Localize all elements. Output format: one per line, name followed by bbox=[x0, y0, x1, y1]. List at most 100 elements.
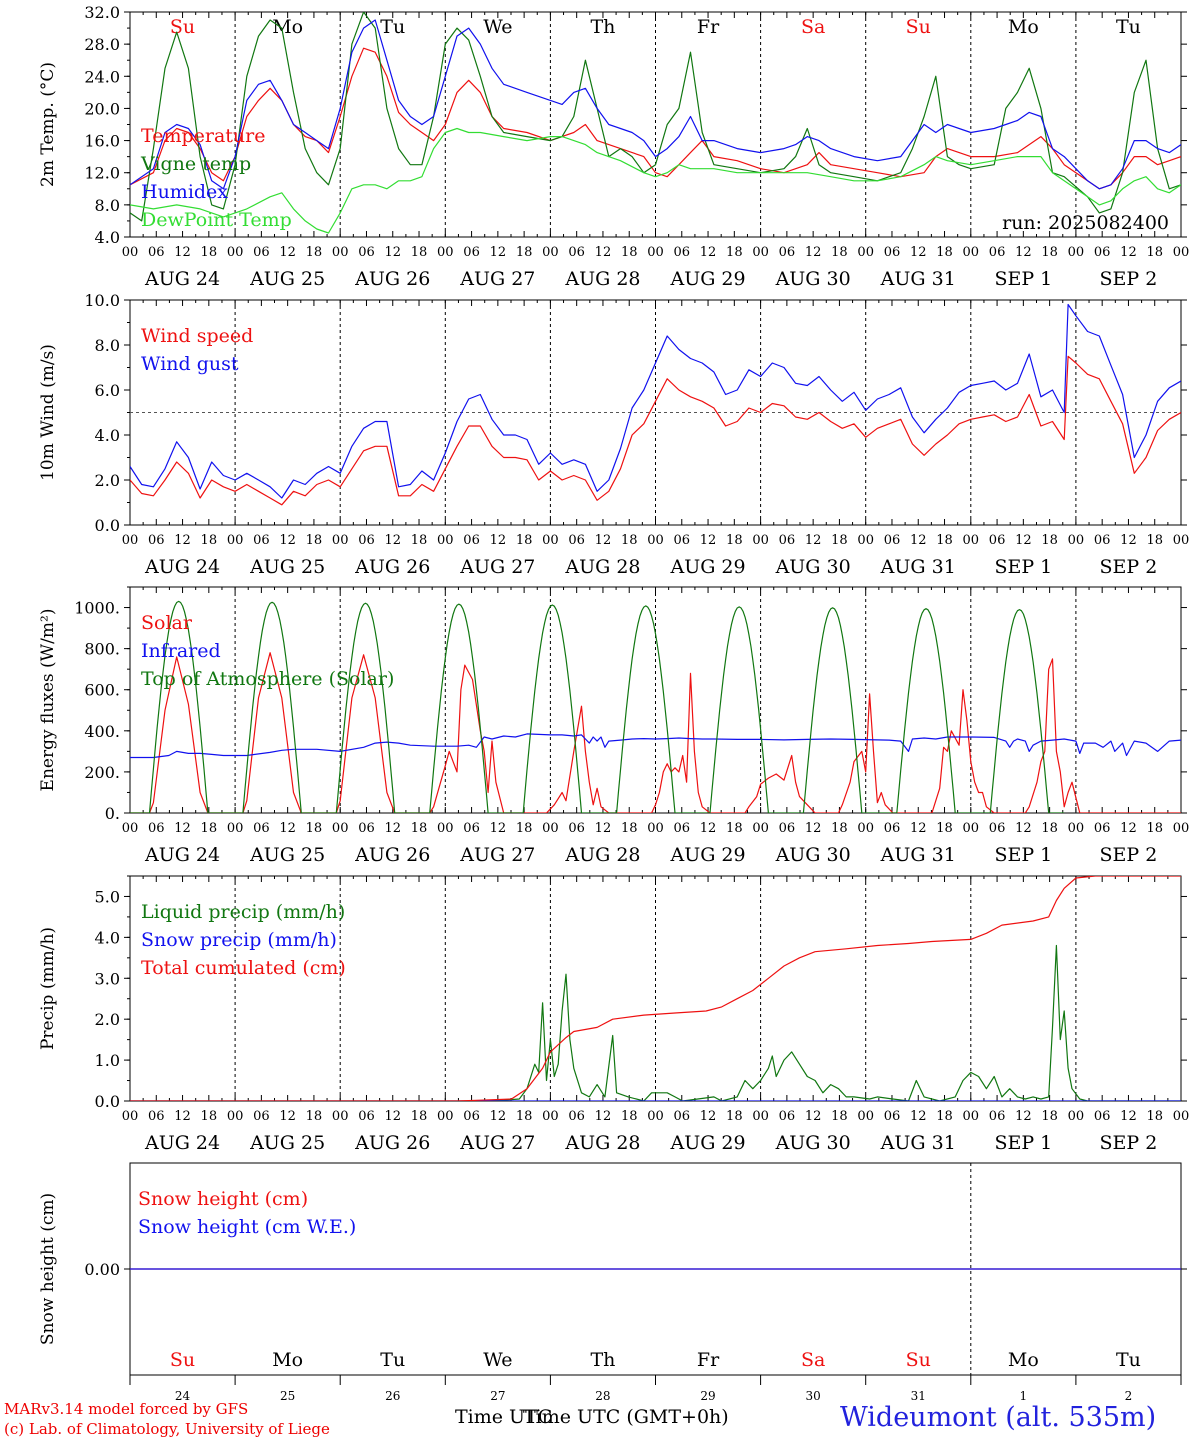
legend-entry: Top of Atmosphere (Solar) bbox=[141, 668, 394, 690]
hour-tick-label: 00 bbox=[122, 533, 139, 548]
hour-tick-label: 18 bbox=[201, 1109, 218, 1124]
hour-tick-label: 00 bbox=[647, 821, 664, 836]
day-number-label: 31 bbox=[911, 1389, 926, 1403]
hour-tick-label: 12 bbox=[1120, 821, 1137, 836]
hour-tick-label: 18 bbox=[831, 533, 848, 548]
legend-entry: Infrared bbox=[141, 640, 221, 662]
hour-tick-label: 00 bbox=[1173, 1109, 1190, 1124]
hour-tick-label: 06 bbox=[674, 533, 691, 548]
hour-tick-label: 00 bbox=[122, 245, 139, 260]
hour-tick-label: 12 bbox=[174, 821, 191, 836]
hour-tick-label: 18 bbox=[516, 1109, 533, 1124]
legend-entry: DewPoint Temp bbox=[141, 209, 292, 231]
date-label: AUG 27 bbox=[459, 1132, 535, 1154]
day-of-week-label: Th bbox=[590, 1349, 615, 1371]
hour-tick-label: 18 bbox=[621, 245, 638, 260]
hour-tick-label: 18 bbox=[936, 821, 953, 836]
date-label: SEP 2 bbox=[1100, 556, 1158, 578]
hour-tick-label: 06 bbox=[463, 1109, 480, 1124]
date-label: AUG 31 bbox=[880, 268, 956, 290]
model-credit: MARv3.14 model forced by GFS bbox=[4, 1400, 249, 1418]
hour-tick-label: 12 bbox=[910, 245, 927, 260]
y-tick-label: 12.0 bbox=[84, 164, 120, 183]
y-tick-label: 4.0 bbox=[95, 426, 120, 445]
hour-tick-label: 12 bbox=[490, 821, 507, 836]
date-label: AUG 29 bbox=[669, 268, 745, 290]
series-line-humidex bbox=[130, 19, 1181, 190]
date-label: AUG 28 bbox=[564, 268, 640, 290]
hour-tick-label: 12 bbox=[700, 821, 717, 836]
hour-tick-label: 12 bbox=[1120, 533, 1137, 548]
hour-tick-label: 06 bbox=[884, 1109, 901, 1124]
series-group bbox=[130, 12, 1181, 234]
day-of-week-label: We bbox=[483, 1349, 512, 1371]
day-of-week-label: Mo bbox=[272, 16, 303, 38]
y-tick-label: 24.0 bbox=[84, 67, 120, 86]
series-line-solar bbox=[130, 652, 1181, 813]
y-tick-label: 3.0 bbox=[95, 969, 120, 988]
date-label: SEP 2 bbox=[1100, 1132, 1158, 1154]
series-line-temperature bbox=[130, 47, 1181, 190]
y-tick-label: 28.0 bbox=[84, 35, 120, 54]
y-tick-label: 0.00 bbox=[84, 1260, 120, 1279]
panel-flux: 0. 200. 400. 600. 800. 1000. Energy fluxes (W/… bbox=[38, 586, 1190, 866]
hour-tick-label: 00 bbox=[437, 533, 454, 548]
hour-tick-label: 06 bbox=[989, 1109, 1006, 1124]
hour-tick-label: 12 bbox=[279, 1109, 296, 1124]
date-label: AUG 25 bbox=[249, 556, 325, 578]
hour-tick-label: 00 bbox=[437, 1109, 454, 1124]
run-annotation: run: 2025082400 bbox=[1002, 212, 1169, 234]
hour-tick-label: 12 bbox=[805, 245, 822, 260]
hour-tick-label: 06 bbox=[674, 245, 691, 260]
hour-tick-label: 06 bbox=[253, 533, 270, 548]
hour-tick-label: 06 bbox=[463, 245, 480, 260]
hour-tick-label: 00 bbox=[647, 533, 664, 548]
panel-wind: 0.0 2.0 4.0 6.0 8.0 10.0 10m Wind (m/s) 00 06 12 1… bbox=[38, 291, 1189, 578]
panel-precip: 0.0 1.0 2.0 3.0 4.0 5.0 Precip (mm/h) 00 06 12 18 0… bbox=[38, 875, 1190, 1154]
date-label: AUG 27 bbox=[459, 556, 535, 578]
hour-tick-label: 00 bbox=[1173, 821, 1190, 836]
x-axis-title-a: Time UTC bbox=[455, 1406, 553, 1428]
legend-entry: Wind speed bbox=[141, 325, 253, 347]
date-label: AUG 24 bbox=[144, 268, 220, 290]
hour-tick-label: 18 bbox=[726, 245, 743, 260]
hour-tick-label: 12 bbox=[384, 1109, 401, 1124]
y-tick-label: 6.0 bbox=[95, 381, 120, 400]
hour-tick-label: 18 bbox=[831, 1109, 848, 1124]
day-number-label: 1 bbox=[1020, 1389, 1028, 1403]
day-number-label: 29 bbox=[700, 1389, 715, 1403]
hour-tick-label: 06 bbox=[148, 1109, 165, 1124]
hour-tick-label: 18 bbox=[1146, 245, 1163, 260]
day-of-week-label: Tu bbox=[1116, 1349, 1141, 1371]
hour-tick-label: 00 bbox=[647, 245, 664, 260]
hour-tick-label: 06 bbox=[568, 821, 585, 836]
hour-tick-label: 18 bbox=[411, 533, 428, 548]
hour-tick-label: 18 bbox=[1041, 821, 1058, 836]
date-label: AUG 24 bbox=[144, 556, 220, 578]
day-of-week-label: Tu bbox=[380, 16, 405, 38]
hour-tick-label: 12 bbox=[700, 1109, 717, 1124]
hour-tick-label: 12 bbox=[1015, 1109, 1032, 1124]
y-tick-label: 1000. bbox=[74, 599, 120, 618]
day-of-week-label: Fr bbox=[697, 16, 720, 38]
y-tick-label: 200. bbox=[84, 763, 120, 782]
hour-tick-label: 06 bbox=[148, 821, 165, 836]
hour-tick-label: 00 bbox=[1173, 533, 1190, 548]
hour-tick-label: 00 bbox=[1173, 245, 1190, 260]
hour-tick-label: 12 bbox=[384, 533, 401, 548]
hour-tick-label: 06 bbox=[779, 821, 796, 836]
hour-tick-label: 00 bbox=[542, 533, 559, 548]
hour-tick-label: 12 bbox=[700, 533, 717, 548]
hour-tick-label: 18 bbox=[516, 533, 533, 548]
hour-tick-label: 00 bbox=[542, 1109, 559, 1124]
day-of-week-label: Tu bbox=[380, 1349, 405, 1371]
hour-tick-label: 06 bbox=[884, 821, 901, 836]
hour-tick-label: 00 bbox=[1068, 821, 1085, 836]
hour-tick-label: 12 bbox=[490, 533, 507, 548]
hour-tick-label: 06 bbox=[989, 533, 1006, 548]
date-label: AUG 26 bbox=[354, 1132, 430, 1154]
hour-tick-label: 00 bbox=[1068, 245, 1085, 260]
y-axis-label: 2m Temp. (°C) bbox=[38, 62, 58, 187]
date-label: AUG 30 bbox=[775, 844, 851, 866]
